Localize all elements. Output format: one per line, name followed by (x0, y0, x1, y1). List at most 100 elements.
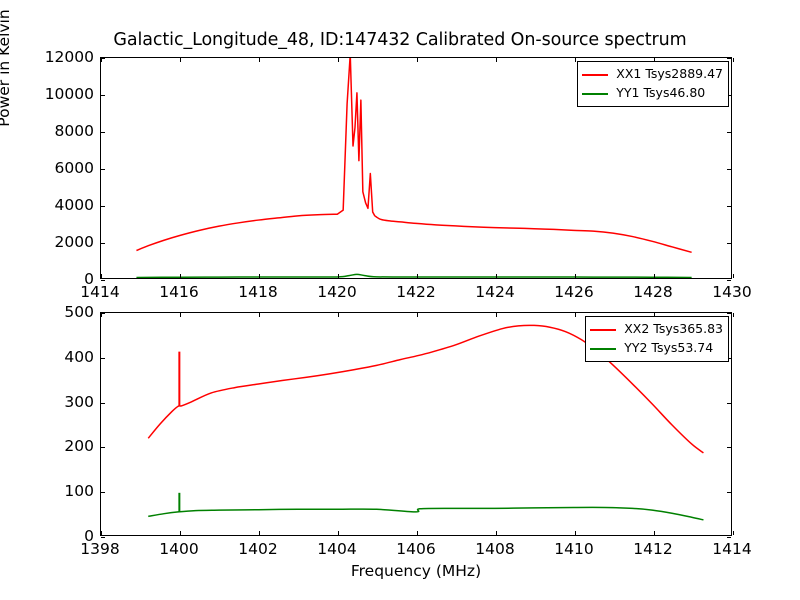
top-y-axis-label: Power in Kelvin (0, 9, 13, 127)
x-ticklabel: 1404 (317, 540, 357, 558)
bottom-spectrum-axes: XX2 Tsys365.83 YY2 Tsys53.74 (100, 312, 734, 538)
y-tick (101, 132, 105, 133)
x-tick-top (575, 313, 576, 317)
y-tick-right (727, 313, 731, 314)
x-tick (496, 531, 497, 535)
y-tick (101, 169, 105, 170)
y-ticklabel: 12000 (44, 48, 94, 66)
y-tick (101, 402, 105, 404)
y-tick (101, 243, 105, 244)
x-tick-top (575, 58, 576, 62)
x-ticklabel: 1402 (238, 540, 278, 558)
x-tick-top (101, 313, 102, 317)
y-tick-right (727, 169, 731, 170)
y-ticklabel: 0 (84, 527, 94, 545)
x-tick (496, 274, 497, 278)
bottom-spectrum-traces (101, 313, 731, 535)
y-tick-right (727, 357, 731, 359)
x-tick (101, 274, 102, 278)
x-ticklabel: 1418 (238, 283, 278, 301)
legend-swatch-yy2 (590, 347, 617, 350)
top-legend: XX1 Tsys2889.47 YY1 Tsys46.80 (577, 61, 729, 107)
legend-swatch-xx2 (590, 328, 617, 331)
bottom-plot-area (101, 313, 731, 535)
x-tick (654, 274, 655, 278)
top-plot-area (101, 58, 731, 278)
y-tick (101, 313, 105, 314)
x-tick (259, 274, 260, 278)
x-tick (733, 274, 734, 278)
x-tick-top (496, 58, 497, 62)
bottom-legend: XX2 Tsys365.83 YY2 Tsys53.74 (585, 316, 729, 362)
y-tick (101, 280, 105, 281)
x-tick-top (733, 58, 734, 62)
legend-label-xx1: XX1 Tsys2889.47 (616, 66, 723, 82)
y-tick-right (727, 243, 731, 244)
x-tick-top (259, 313, 260, 317)
legend-entry: YY2 Tsys53.74 (590, 339, 723, 358)
x-tick (101, 531, 102, 535)
x-ticklabel: 1430 (712, 283, 752, 301)
y-ticklabel: 4000 (54, 196, 94, 214)
x-tick (338, 531, 339, 535)
y-ticklabel: 10000 (44, 85, 94, 103)
x-ticklabel: 1426 (554, 283, 594, 301)
x-tick (180, 531, 181, 535)
x-tick (338, 274, 339, 278)
y-tick-right (727, 537, 731, 538)
y-ticklabel: 200 (64, 437, 94, 456)
y-ticklabel: 400 (64, 347, 94, 366)
x-tick (575, 531, 576, 535)
y-ticklabel: 8000 (54, 122, 94, 140)
y-tick (101, 357, 105, 359)
x-ticklabel: 1414 (80, 283, 120, 301)
y-tick (101, 447, 105, 449)
legend-label-xx2: XX2 Tsys365.83 (624, 321, 723, 337)
x-tick-top (654, 58, 655, 62)
x-tick (180, 274, 181, 278)
x-ticklabel: 1414 (712, 540, 752, 558)
y-tick (101, 492, 105, 494)
x-ticklabel: 1400 (159, 540, 199, 558)
x-tick-top (180, 313, 181, 317)
y-tick (101, 537, 105, 538)
y-tick (101, 95, 105, 96)
y-tick (101, 58, 105, 59)
x-tick (575, 274, 576, 278)
x-ticklabel: 1398 (80, 540, 120, 558)
spectrum-trace (136, 274, 691, 277)
x-tick-top (733, 313, 734, 317)
y-ticklabel: 100 (64, 482, 94, 501)
x-tick (654, 531, 655, 535)
top-spectrum-traces (101, 58, 731, 278)
y-tick-right (727, 95, 731, 96)
x-ticklabel: 1416 (159, 283, 199, 301)
bottom-x-axis-label: Frequency (MHz) (350, 562, 482, 580)
spectrum-trace (148, 507, 703, 520)
x-tick-top (654, 313, 655, 317)
y-tick-right (727, 206, 731, 207)
x-tick-top (338, 313, 339, 317)
page-title: Galactic_Longitude_48, ID:147432 Calibra… (113, 30, 687, 50)
x-tick-top (417, 313, 418, 317)
y-tick-right (727, 280, 731, 281)
y-tick-right (727, 132, 731, 133)
x-tick (417, 531, 418, 535)
legend-swatch-xx1 (582, 73, 609, 76)
y-ticklabel: 2000 (54, 233, 94, 251)
legend-entry: XX1 Tsys2889.47 (582, 65, 723, 84)
top-spectrum-axes: XX1 Tsys2889.47 YY1 Tsys46.80 (100, 57, 734, 281)
x-tick-top (180, 58, 181, 62)
legend-entry: YY1 Tsys46.80 (582, 84, 723, 103)
y-tick (101, 206, 105, 207)
spectrum-trace (148, 325, 703, 453)
y-ticklabel: 0 (84, 270, 94, 288)
y-ticklabel: 300 (64, 392, 94, 411)
legend-swatch-yy1 (582, 92, 609, 95)
y-tick-right (727, 447, 731, 449)
x-ticklabel: 1412 (633, 540, 673, 558)
spectrum-trace (136, 58, 691, 252)
y-ticklabel: 500 (64, 303, 94, 321)
x-tick-top (259, 58, 260, 62)
